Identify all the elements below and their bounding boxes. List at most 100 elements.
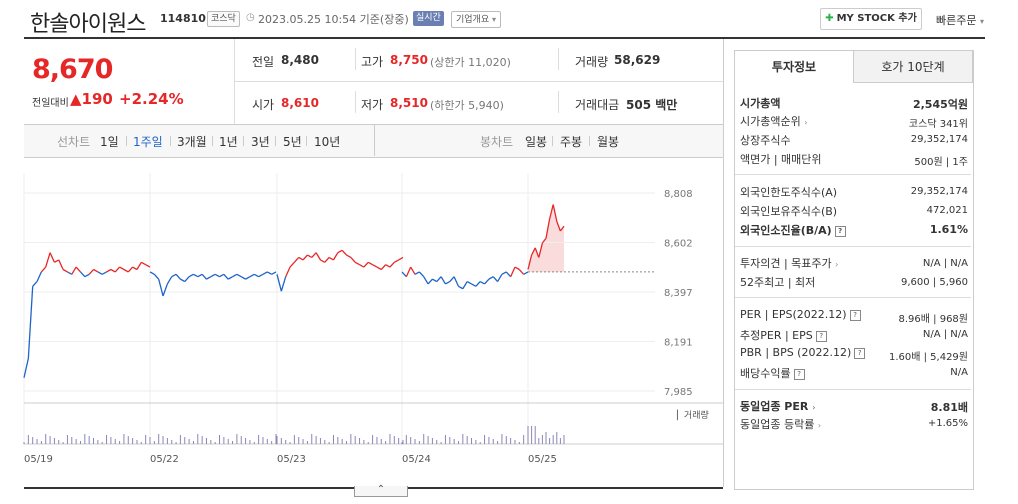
price-line-segment bbox=[346, 254, 352, 259]
realtime-badge[interactable]: 실시간 bbox=[413, 11, 444, 26]
price-line-segment bbox=[510, 266, 516, 277]
price-line-segment bbox=[27, 286, 34, 359]
tab-daily[interactable]: 일봉 bbox=[525, 135, 548, 149]
price-line-segment bbox=[328, 256, 334, 261]
tab-weekly[interactable]: 주봉 bbox=[560, 135, 583, 149]
price-line-segment bbox=[462, 281, 468, 290]
market-cap-rank-label[interactable]: 시가총액순위 › bbox=[740, 113, 807, 129]
foreign-held-value: 472,021 bbox=[926, 205, 968, 216]
price-line-segment bbox=[140, 261, 146, 266]
price-line-segment bbox=[363, 261, 369, 268]
est-per-eps-label: 추정PER | EPS? bbox=[740, 327, 827, 343]
price-line-segment bbox=[418, 271, 425, 278]
price-line-segment bbox=[114, 266, 121, 273]
price-chart[interactable]: 8,808 8,602 8,397 8,191 7,985 05/19 05/22 05/23… bbox=[0, 0, 725, 486]
price-line-segment bbox=[149, 271, 155, 275]
price-line-segment bbox=[458, 285, 464, 290]
low-value: 8,510 bbox=[390, 96, 428, 110]
price-line-segment bbox=[427, 278, 433, 285]
price-line-segment bbox=[401, 271, 407, 278]
tab-separator bbox=[552, 136, 553, 146]
price-line-segment bbox=[223, 273, 229, 280]
help-icon[interactable]: ? bbox=[834, 225, 846, 237]
price-line-segment bbox=[538, 242, 544, 258]
dividend-yield-label: 배당수익률? bbox=[740, 365, 805, 381]
price-line-segment bbox=[385, 264, 391, 268]
price-line-segment bbox=[436, 276, 442, 282]
industry-change-label[interactable]: 동일업종 등락률 › bbox=[740, 416, 821, 432]
foreign-ratio-text: 외국인소진율(B/A) bbox=[740, 224, 832, 237]
price-line-segment bbox=[206, 276, 212, 280]
quick-order-button[interactable]: 빠른주문 ▾ bbox=[936, 12, 984, 28]
price-line-segment bbox=[398, 256, 404, 261]
chart-collapse-toggle[interactable]: ⌃ bbox=[354, 485, 408, 497]
stock-name: 한솔아이원스 bbox=[30, 12, 146, 37]
price-line-segment bbox=[214, 273, 220, 278]
tab-separator bbox=[243, 136, 244, 146]
price-line-segment bbox=[552, 204, 558, 222]
foreign-held-label: 외국인보유주식수(B) bbox=[740, 205, 838, 218]
price-line-segment bbox=[315, 252, 322, 261]
tab-1y[interactable]: 1년 bbox=[219, 135, 238, 149]
price-line-segment bbox=[253, 273, 259, 278]
tab-orderbook-10[interactable]: 호가 10단계 bbox=[853, 50, 973, 83]
tab-3m[interactable]: 3개월 bbox=[177, 135, 207, 149]
prev-close-value: 8,480 bbox=[281, 53, 319, 67]
price-line-segment bbox=[293, 257, 300, 263]
price-line-segment bbox=[466, 280, 472, 285]
price-line-segment bbox=[505, 271, 512, 278]
tab-5y[interactable]: 5년 bbox=[283, 135, 302, 149]
price-line-segment bbox=[527, 254, 533, 270]
price-line-segment bbox=[302, 254, 308, 261]
tab-1d[interactable]: 1일 bbox=[100, 135, 119, 149]
price-line-segment bbox=[36, 271, 42, 282]
help-icon[interactable]: ? bbox=[849, 309, 861, 321]
prev-change-label: 전일대비 bbox=[32, 98, 69, 109]
tab-monthly[interactable]: 월봉 bbox=[597, 135, 620, 149]
add-mystock-button[interactable]: ✚ MY STOCK 추가 bbox=[820, 8, 922, 30]
section-divider bbox=[735, 297, 971, 298]
price-line-segment bbox=[354, 261, 360, 266]
tab-1w[interactable]: 1주일 bbox=[133, 135, 163, 149]
par-value-label: 액면가 | 매매단위 bbox=[740, 153, 822, 166]
foreign-limit-label: 외국인한도주식수(A) bbox=[740, 186, 838, 199]
price-line-segment bbox=[311, 252, 317, 258]
price-line-segment bbox=[188, 273, 194, 278]
help-icon[interactable]: ? bbox=[793, 368, 805, 380]
tab-separator bbox=[126, 136, 127, 146]
tab-3y[interactable]: 3년 bbox=[251, 135, 270, 149]
price-line-segment bbox=[337, 249, 343, 254]
price-line-segment bbox=[380, 264, 387, 270]
amount-label: 거래대금 bbox=[575, 98, 620, 112]
industry-per-label[interactable]: 동일업종 PER › bbox=[740, 398, 816, 414]
tab-separator bbox=[306, 136, 307, 146]
x-tick-label: 05/23 bbox=[277, 454, 306, 465]
price-line-segment bbox=[541, 237, 547, 244]
price-line-segment bbox=[145, 264, 151, 268]
price-line-segment bbox=[201, 273, 207, 280]
tab-separator bbox=[275, 136, 276, 146]
tab-10y[interactable]: 10년 bbox=[314, 135, 341, 149]
plus-icon: ✚ bbox=[825, 13, 834, 24]
price-line-segment bbox=[332, 252, 339, 261]
corp-info-dropdown[interactable]: 기업개요 ▾ bbox=[451, 11, 502, 28]
price-line-segment bbox=[389, 261, 395, 268]
price-line-segment bbox=[449, 276, 455, 282]
price-line-segment bbox=[93, 268, 99, 273]
price-line-segment bbox=[49, 252, 56, 263]
est-per-eps-value: N/A | N/A bbox=[922, 329, 968, 340]
help-icon[interactable]: ? bbox=[815, 330, 827, 342]
help-icon[interactable]: ? bbox=[854, 347, 866, 359]
candle-chart-label: 봉차트 bbox=[480, 135, 514, 149]
high-label: 고가 bbox=[361, 55, 384, 69]
stat-divider bbox=[355, 48, 356, 70]
chevron-down-icon: ▾ bbox=[979, 17, 984, 26]
pbr-bps-value: 1.60배 | 5,429원 bbox=[888, 352, 968, 363]
price-line-segment bbox=[119, 266, 125, 271]
price-line-segment bbox=[324, 257, 330, 263]
price-line-segment bbox=[341, 249, 347, 256]
header-divider bbox=[24, 37, 985, 39]
price-line-segment bbox=[158, 278, 164, 297]
tab-investment-info[interactable]: 투자정보 bbox=[734, 50, 854, 83]
per-eps-text: PER | EPS(2022.12) bbox=[740, 308, 847, 321]
